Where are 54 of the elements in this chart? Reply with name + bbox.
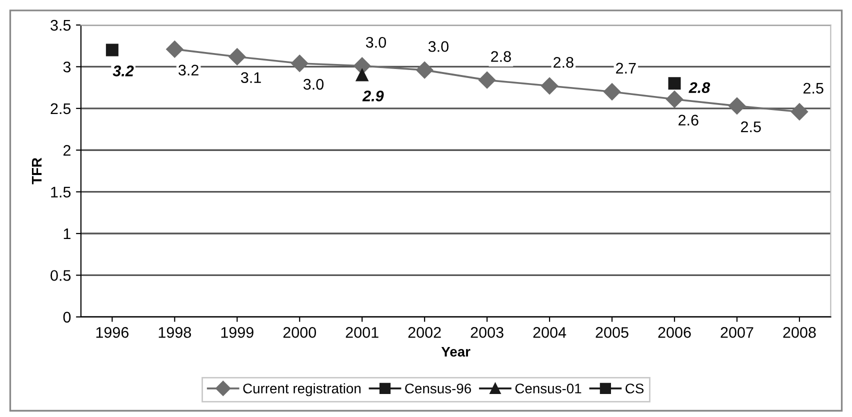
point <box>540 77 558 94</box>
x-tick-label: 2006 <box>658 327 691 338</box>
y-tick-label: 0.5 <box>50 270 71 281</box>
x-axis-title: Year <box>441 346 470 357</box>
x-tick-label: 2008 <box>783 327 816 338</box>
data-label: 2.8 <box>688 82 710 94</box>
legend-label: Census-01 <box>515 384 582 394</box>
y-tick-label: 3 <box>63 62 71 72</box>
y-tick-label: 2.5 <box>50 103 71 114</box>
point <box>668 77 681 90</box>
data-label: 3.2 <box>178 64 198 76</box>
data-label: 2.7 <box>616 62 636 74</box>
data-label: 3.1 <box>240 72 261 84</box>
data-label: 2.5 <box>741 121 761 132</box>
legend-label: CS <box>626 384 644 394</box>
data-label: 2.8 <box>491 51 511 62</box>
point <box>106 44 118 56</box>
x-tick-label: 1998 <box>158 327 191 338</box>
point <box>728 97 746 114</box>
point <box>354 57 371 74</box>
y-tick-label: 1 <box>64 228 70 240</box>
y-tick-label: 3.5 <box>50 20 71 31</box>
data-label: 3.0 <box>428 41 448 52</box>
y-axis-title: TFR <box>32 158 42 184</box>
data-label: 2.9 <box>362 90 384 102</box>
point <box>790 103 808 120</box>
x-tick-label: 1996 <box>96 327 129 338</box>
data-label: 2.6 <box>678 114 698 126</box>
x-tick-label: 2001 <box>346 327 378 338</box>
data-label: 3.0 <box>366 36 386 48</box>
legend-label: Current registration <box>243 383 361 396</box>
point <box>416 62 434 79</box>
data-label: 3.0 <box>303 78 324 90</box>
y-tick-label: 2 <box>63 144 70 156</box>
point <box>356 68 368 82</box>
point <box>603 83 621 100</box>
x-tick-label: 2003 <box>470 327 504 338</box>
data-label: 2.8 <box>554 56 574 68</box>
x-tick-label: 2004 <box>533 327 566 338</box>
y-tick-label: 0 <box>63 312 71 323</box>
x-tick-label: 2000 <box>283 327 316 338</box>
data-label: 2.5 <box>804 82 824 94</box>
x-tick-label: 1999 <box>221 327 254 338</box>
y-tick-label: 1.5 <box>51 186 71 198</box>
legend-label: Census-96 <box>405 384 472 394</box>
point <box>291 54 308 72</box>
point <box>666 90 684 108</box>
point <box>166 40 184 58</box>
x-tick-label: 2005 <box>596 327 628 338</box>
x-tick-label: 2007 <box>720 327 754 338</box>
data-label: 3.2 <box>112 66 134 76</box>
point <box>478 72 496 89</box>
x-tick-label: 2002 <box>408 327 441 338</box>
point <box>228 48 246 66</box>
